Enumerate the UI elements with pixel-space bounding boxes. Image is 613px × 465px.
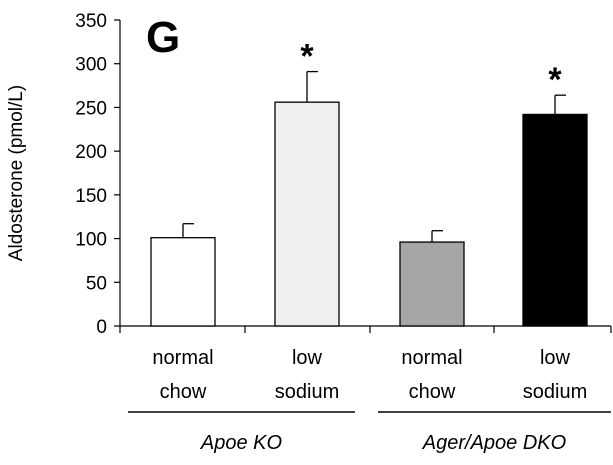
group-labels: Apoe KO Ager/Apoe DKO [128, 411, 611, 454]
y-tick-label: 150 [75, 186, 107, 207]
category-label-line1: low [292, 347, 323, 369]
y-tick-label: 350 [75, 11, 107, 32]
category-label-line1: normal [401, 347, 462, 369]
category-label-line1: low [540, 347, 571, 369]
category-label-line2: chow [160, 381, 207, 403]
y-tick-label: 0 [96, 317, 107, 338]
significance-star: * [300, 38, 314, 76]
y-axis-label: Aldosterone (pmol/L) [6, 85, 27, 261]
y-tick-label: 100 [75, 230, 107, 251]
y-tick-label: 250 [75, 98, 107, 119]
bar [274, 101, 340, 327]
bar-series [150, 101, 588, 327]
y-tick-label: 300 [75, 55, 107, 76]
bar [150, 237, 216, 327]
category-label-line2: sodium [523, 381, 587, 403]
group-label: Ager/Apoe DKO [422, 432, 566, 454]
error-bars [182, 70, 566, 243]
significance-markers: ** [300, 38, 562, 100]
group-label: Apoe KO [200, 432, 282, 454]
significance-star: * [548, 61, 562, 99]
category-labels: normal chow low sodium normal chow low sodium [152, 347, 587, 403]
y-axis-ticks: 0 50 100 150 200 250 300 350 [75, 11, 612, 338]
y-tick-label: 50 [86, 273, 107, 294]
category-label-line2: sodium [275, 381, 339, 403]
panel-label: G [146, 13, 180, 62]
category-label-line1: normal [152, 347, 213, 369]
y-tick-label: 200 [75, 142, 107, 163]
category-label-line2: chow [409, 381, 456, 403]
bar [522, 113, 588, 327]
bar [399, 241, 465, 327]
